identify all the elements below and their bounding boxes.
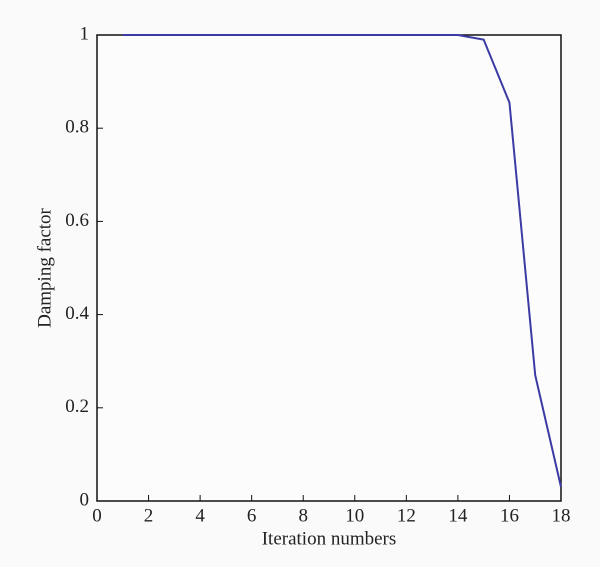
data-line	[122, 34, 562, 488]
y-tick-label: 1	[80, 23, 90, 44]
x-tick-label: 0	[92, 505, 102, 526]
plot-frame	[96, 34, 562, 502]
y-tick-label: 0.8	[65, 117, 89, 138]
y-tick-label: 0.6	[65, 210, 89, 231]
x-tick-label: 14	[448, 505, 468, 526]
x-tick-label: 2	[144, 505, 154, 526]
y-tick-label: 0.4	[65, 303, 89, 324]
x-tick-label: 6	[247, 505, 257, 526]
y-tick-label: 0.2	[65, 396, 89, 417]
x-tick-label: 16	[500, 505, 519, 526]
x-tick-label: 8	[298, 505, 308, 526]
x-tick-label: 18	[552, 505, 571, 526]
x-axis-label: Iteration numbers	[262, 528, 397, 549]
y-axis-label: Damping factor	[34, 207, 55, 327]
x-tick-label: 12	[397, 505, 416, 526]
x-tick-label: 10	[345, 505, 364, 526]
x-tick-label: 4	[195, 505, 205, 526]
y-tick-label: 0	[80, 489, 90, 510]
